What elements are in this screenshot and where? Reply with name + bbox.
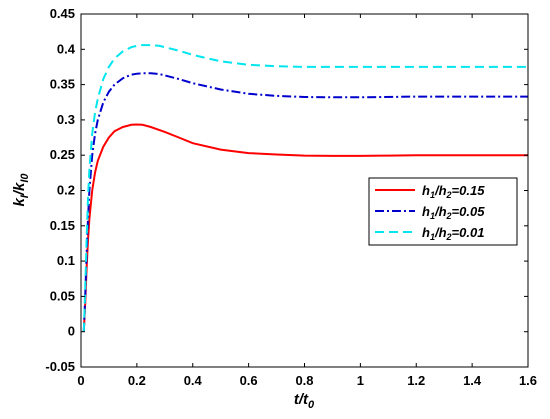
legend-text-part: 2 [446,211,452,221]
y-tick-label: 0.4 [57,41,76,56]
legend-text-part: 2 [446,190,452,200]
y-tick-label: 0 [68,324,75,339]
legend-text-part: h [422,225,430,240]
x-tick-label: 1.2 [407,373,425,388]
x-tick-label: 0.4 [184,373,203,388]
x-tick-label: 0.8 [295,373,313,388]
y-axis-label: kI/kI0 [11,173,31,207]
y-tick-label: 0.45 [50,6,75,21]
legend-text-part: =0.01 [452,225,485,240]
x-tick-label: 0 [77,373,84,388]
legend-text-part: 1 [430,190,435,200]
y-tick-label: 0.3 [57,112,75,127]
legend-entry-1: h1/h2=0.15 [422,183,485,200]
y-axis-ticks: -0.05 0 0.05 0.1 0.15 0.2 0.25 0.3 0.35 0.4 0.45 [45,6,528,374]
legend-entry-3: h1/h2=0.01 [422,225,484,242]
x-axis-label: t/t0 [294,391,315,411]
y-tick-label: 0.25 [50,147,75,162]
y-tick-label: 0.2 [57,183,75,198]
x-axis-label-sub: 0 [308,399,315,411]
x-tick-label: 1.6 [519,373,537,388]
y-tick-label: 0.05 [50,288,75,303]
y-axis-label-sub1: I [19,194,31,198]
y-tick-label: 0.1 [57,253,75,268]
series-line-1 [82,123,528,332]
y-tick-label: 0.35 [50,77,75,92]
y-tick-label: 0.15 [50,218,75,233]
x-axis-label-main: t/t [294,391,309,408]
x-tick-label: 1 [357,373,364,388]
legend-text-part: =0.05 [452,204,486,219]
series-line-3 [82,44,528,332]
y-axis-label-main: k [11,198,28,207]
legend-text-part: /h [434,225,447,240]
legend-text-part: 1 [430,232,435,242]
x-axis-ticks: 0 0.2 0.4 0.6 0.8 1 1.2 1.4 1.6 [77,14,537,388]
legend-text-part: /h [434,183,447,198]
legend-text-part: =0.15 [452,183,486,198]
legend-text-part: 1 [430,211,435,221]
legend-text-part: /h [434,204,447,219]
legend-entry-2: h1/h2=0.05 [422,204,485,221]
x-tick-label: 0.6 [240,373,258,388]
legend-text-part: h [422,204,430,219]
series-layer [82,44,528,332]
x-tick-label: 1.4 [463,373,482,388]
y-tick-label: -0.05 [45,359,75,374]
y-axis-label-mid: /k [11,182,28,196]
y-axis-label-sub2: I0 [19,173,31,183]
legend-text-part: h [422,183,430,198]
legend-text-part: 2 [446,232,452,242]
x-tick-label: 0.2 [128,373,146,388]
